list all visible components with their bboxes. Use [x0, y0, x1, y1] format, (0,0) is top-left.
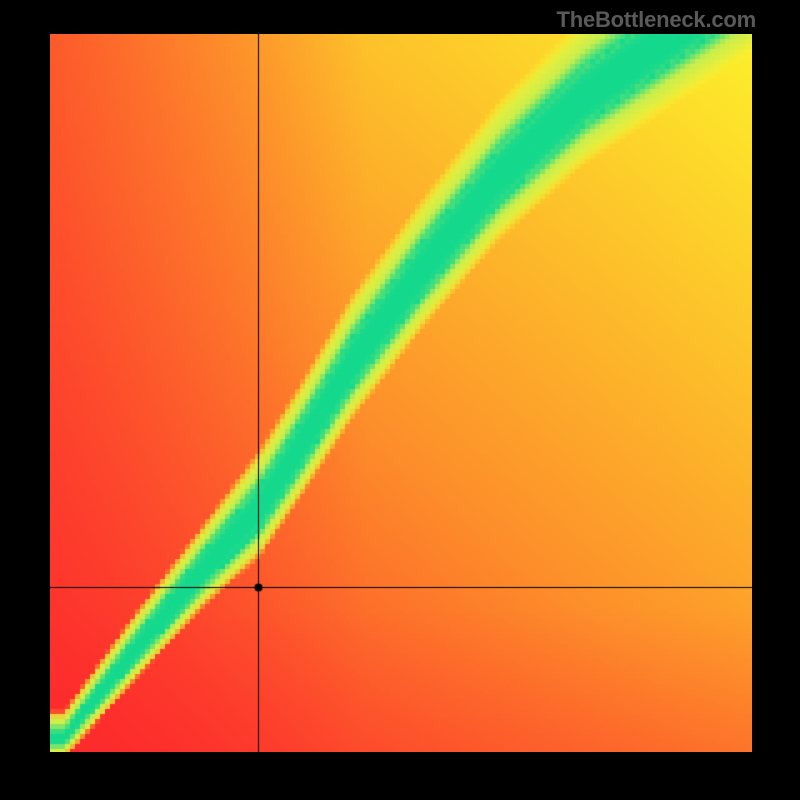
bottleneck-heatmap — [50, 34, 752, 752]
watermark-text: TheBottleneck.com — [556, 7, 756, 33]
heatmap-canvas — [50, 34, 752, 752]
